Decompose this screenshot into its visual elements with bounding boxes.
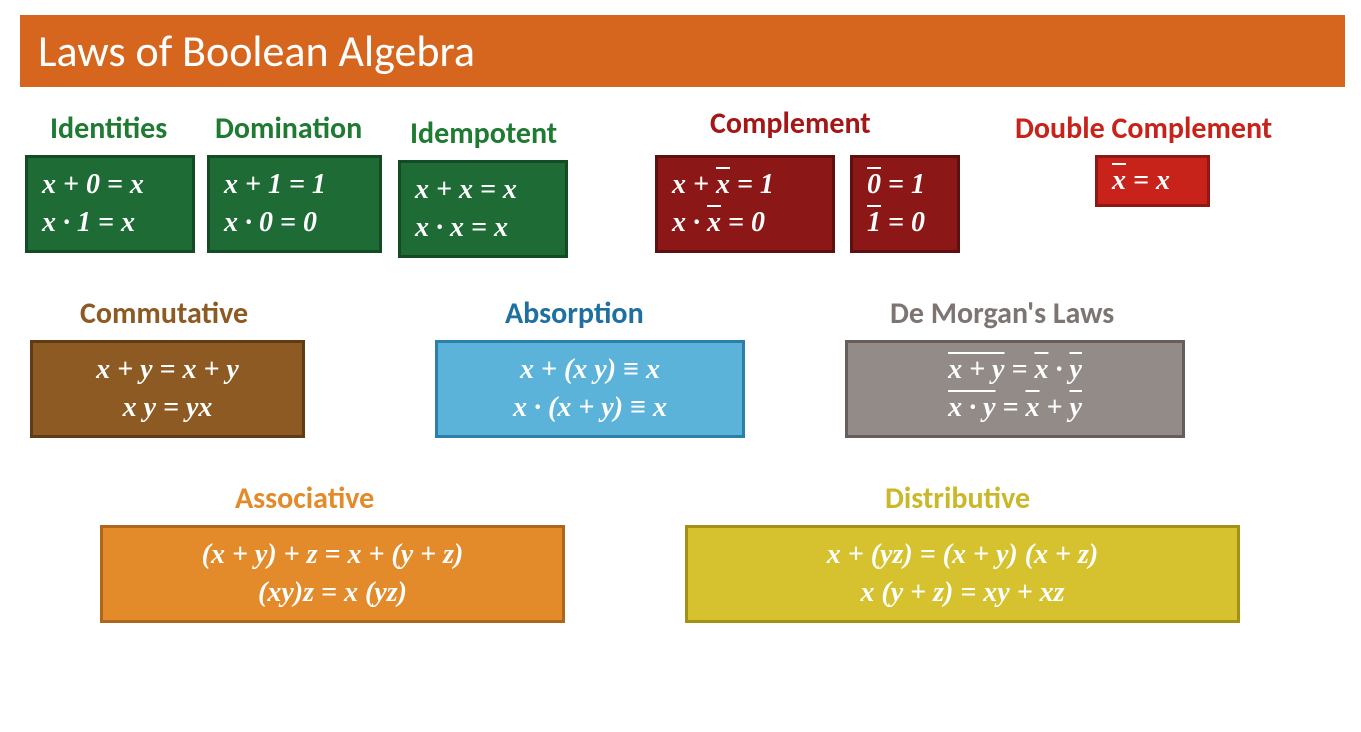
complement-box-1: x + x = 1 x · x = 0 <box>655 155 835 253</box>
distributive-label: Distributive <box>885 480 1030 517</box>
commutative-box: x + y = x + y x y = yx <box>30 340 305 438</box>
domination-label: Domination <box>215 110 362 147</box>
distributive-eq1: x + (yz) = (x + y) (x + z) <box>702 536 1223 574</box>
idempotent-label: Idempotent <box>410 115 557 152</box>
identities-eq2: x · 1 = x <box>42 204 178 242</box>
associative-label: Associative <box>235 480 374 517</box>
associative-box: (x + y) + z = x + (y + z) (xy)z = x (yz) <box>100 525 565 623</box>
double-complement-eq: x = x <box>1112 162 1193 200</box>
domination-eq2: x · 0 = 0 <box>224 204 365 242</box>
idempotent-eq1: x + x = x <box>415 171 551 209</box>
distributive-eq2: x (y + z) = xy + xz <box>702 574 1223 612</box>
associative-eq1: (x + y) + z = x + (y + z) <box>117 536 548 574</box>
identities-label: Identities <box>50 110 167 147</box>
commutative-eq2: x y = yx <box>47 389 288 427</box>
domination-box: x + 1 = 1 x · 0 = 0 <box>207 155 382 253</box>
domination-eq1: x + 1 = 1 <box>224 166 365 204</box>
double-complement-box: x = x <box>1095 155 1210 207</box>
absorption-label: Absorption <box>505 295 644 332</box>
complement-one: 1 = 0 <box>867 204 943 242</box>
absorption-box: x + (x y) ≡ x x · (x + y) ≡ x <box>435 340 745 438</box>
commutative-eq1: x + y = x + y <box>47 351 288 389</box>
absorption-eq1: x + (x y) ≡ x <box>452 351 728 389</box>
demorgan-eq1: x + y = x · y <box>862 351 1168 389</box>
complement-label: Complement <box>710 105 871 142</box>
demorgan-label: De Morgan's Laws <box>890 295 1114 332</box>
demorgan-box: x + y = x · y x · y = x + y <box>845 340 1185 438</box>
idempotent-eq2: x · x = x <box>415 209 551 247</box>
complement-box-2: 0 = 1 1 = 0 <box>850 155 960 253</box>
complement-eq2: x · x = 0 <box>672 204 818 242</box>
idempotent-box: x + x = x x · x = x <box>398 160 568 258</box>
page-title-bar: Laws of Boolean Algebra <box>20 15 1345 87</box>
complement-eq1: x + x = 1 <box>672 166 818 204</box>
complement-zero: 0 = 1 <box>867 166 943 204</box>
commutative-label: Commutative <box>80 295 248 332</box>
page-title: Laws of Boolean Algebra <box>38 24 475 78</box>
double-complement-label: Double Complement <box>1015 110 1272 147</box>
identities-box: x + 0 = x x · 1 = x <box>25 155 195 253</box>
absorption-eq2: x · (x + y) ≡ x <box>452 389 728 427</box>
associative-eq2: (xy)z = x (yz) <box>117 574 548 612</box>
distributive-box: x + (yz) = (x + y) (x + z) x (y + z) = x… <box>685 525 1240 623</box>
identities-eq1: x + 0 = x <box>42 166 178 204</box>
demorgan-eq2: x · y = x + y <box>862 389 1168 427</box>
